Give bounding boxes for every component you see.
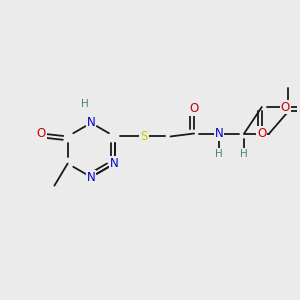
Text: O: O: [37, 127, 46, 140]
Text: N: N: [110, 157, 119, 170]
Text: O: O: [257, 127, 266, 140]
Text: N: N: [215, 127, 224, 140]
Text: H: H: [81, 99, 89, 109]
Text: N: N: [87, 171, 95, 184]
Text: S: S: [140, 130, 148, 143]
Text: H: H: [215, 149, 223, 159]
Text: H: H: [240, 149, 248, 159]
Text: O: O: [281, 100, 290, 113]
Text: N: N: [87, 116, 95, 129]
Text: O: O: [189, 102, 199, 115]
